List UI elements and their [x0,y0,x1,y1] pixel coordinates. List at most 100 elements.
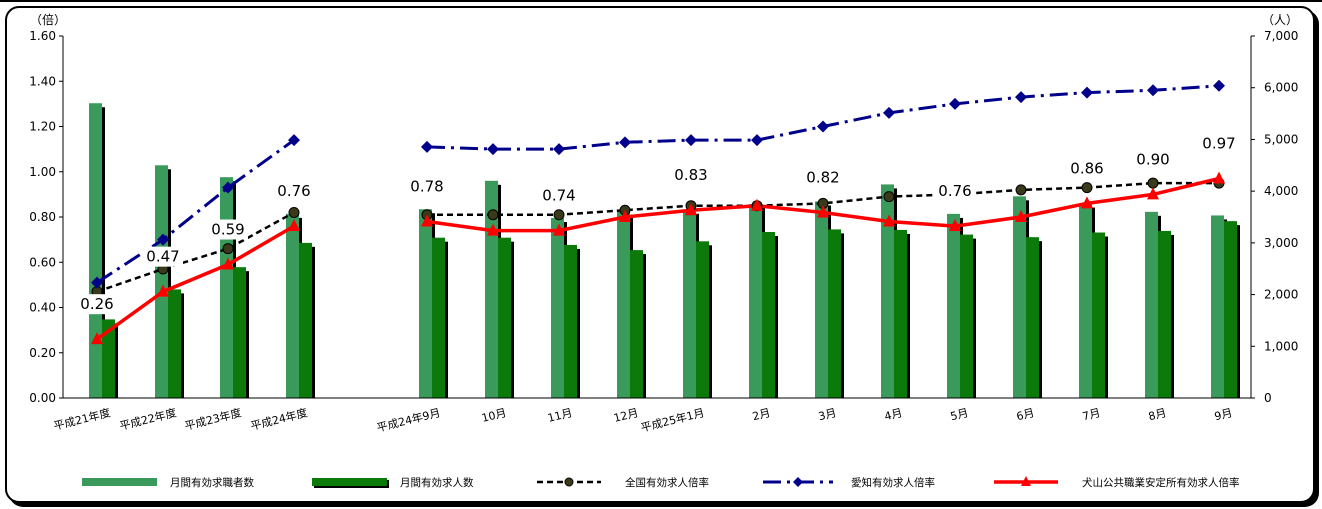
marker-aichi [1081,86,1093,99]
marker-national [288,206,300,218]
right-tick-label: 5,000 [1264,132,1298,146]
marker-aichi [817,120,829,133]
data-label-bg [935,181,975,202]
marker-inuyama [817,205,829,218]
x-category-label: 6月 [1015,406,1036,423]
bar-job-offers [960,234,973,398]
marker-aichi [157,233,169,246]
marker-aichi [1147,84,1159,97]
legend-label: 全国有効求人倍率 [625,476,709,489]
data-label: 0.74 [542,187,575,205]
marker-aichi [1015,91,1027,104]
marker-inuyama [883,214,895,227]
data-label-bg [1133,149,1173,170]
x-category-label: 7月 [1081,406,1102,423]
marker-inuyama [1015,210,1027,222]
x-category-label: 平成21年度 [52,405,112,433]
bar-job-seekers [947,213,960,398]
legend-swatch-job-seekers [82,478,157,486]
bar-job-seekers [1013,196,1026,398]
bar-job-offers [102,319,115,398]
bar-job-seekers [551,218,564,398]
x-category-label: 5月 [949,406,970,423]
x-category-label: 平成25年1月 [639,405,705,434]
marker-aichi [619,136,631,149]
bar-job-seekers [749,204,762,398]
right-tick-label: 0 [1264,391,1272,405]
data-label-bg [803,167,843,188]
x-category-label: 11月 [546,406,573,425]
legend-label: 月間有効求人数 [400,476,474,489]
right-tick-label: 7,000 [1264,29,1298,43]
data-label-bg [274,181,314,202]
marker-inuyama [553,223,565,236]
x-category-label: 平成22年度 [118,405,178,433]
bar-job-offers [498,237,511,398]
marker-aichi [751,134,763,147]
right-tick-label: 2,000 [1264,288,1298,302]
data-label: 0.47 [146,248,179,266]
x-category-label: 10月 [480,406,507,425]
bar-job-seekers [1079,203,1092,398]
x-category-label: 平成23年度 [183,405,243,433]
data-label-bg [539,185,579,206]
x-category-label: 4月 [883,406,904,423]
bar-job-offers [1026,237,1039,398]
data-label-bg [208,219,248,240]
data-label: 0.26 [80,295,113,313]
left-tick-label: 0.00 [29,391,56,405]
data-label-bg [1067,158,1107,179]
left-tick-label: 0.20 [29,346,56,360]
top-border-line [0,0,1322,2]
bar-job-offers [696,241,709,398]
bar-job-seekers [815,201,828,398]
bar-job-seekers [286,213,299,398]
legend-label: 月間有効求職者数 [170,476,254,489]
bar-job-offers [1092,232,1105,398]
legend-marker-inuyama [1021,476,1031,486]
x-category-label: 12月 [612,406,639,425]
legend: 月間有効求職者数 月間有効求人数 全国有効求人倍率 愛知有効求人倍率 犬山公共職業安定所… [82,476,1240,489]
lines-layer [91,79,1225,345]
right-tick-label: 4,000 [1264,184,1298,198]
left-tick-label: 0.40 [29,301,56,315]
marker-aichi [685,134,697,147]
marker-inuyama [751,198,763,211]
marker-national [222,243,234,255]
marker-inuyama [421,214,433,227]
bar-job-seekers [1211,215,1224,398]
line-inuyama-ratio [95,224,295,341]
marker-inuyama [288,219,300,232]
data-label: 0.76 [277,182,310,200]
marker-inuyama [1213,171,1225,184]
data-label: 0.83 [674,166,707,184]
marker-inuyama [1147,187,1159,200]
bar-job-seekers [683,209,696,398]
marker-aichi [883,106,895,119]
bar-job-offers [233,267,246,398]
left-tick-label: 0.60 [29,255,56,269]
legend-label: 犬山公共職業安定所有効求人倍率 [1082,476,1240,489]
marker-inuyama [487,223,499,236]
data-label: 0.59 [211,221,244,239]
right-axis-unit: （人） [1262,13,1298,27]
marker-aichi [222,181,234,194]
bar-job-offers [299,242,312,398]
bar-job-seekers [1145,211,1158,398]
right-tick-label: 6,000 [1264,81,1298,95]
data-label-bg [1199,133,1239,154]
bar-job-seekers [155,165,168,398]
data-label-bg [407,176,447,197]
bar-job-seekers [220,177,233,398]
legend-label: 愛知有効求人倍率 [851,476,935,489]
marker-inuyama [949,219,961,232]
legend-swatch-job-offers [312,478,387,486]
bar-job-offers [894,229,907,398]
right-tick-label: 3,000 [1264,236,1298,250]
marker-aichi [288,134,300,147]
x-category-label: 平成24年9月 [375,405,441,434]
bar-job-seekers [419,209,432,398]
bar-job-seekers [617,210,630,398]
left-axis-unit: （倍） [30,12,66,27]
